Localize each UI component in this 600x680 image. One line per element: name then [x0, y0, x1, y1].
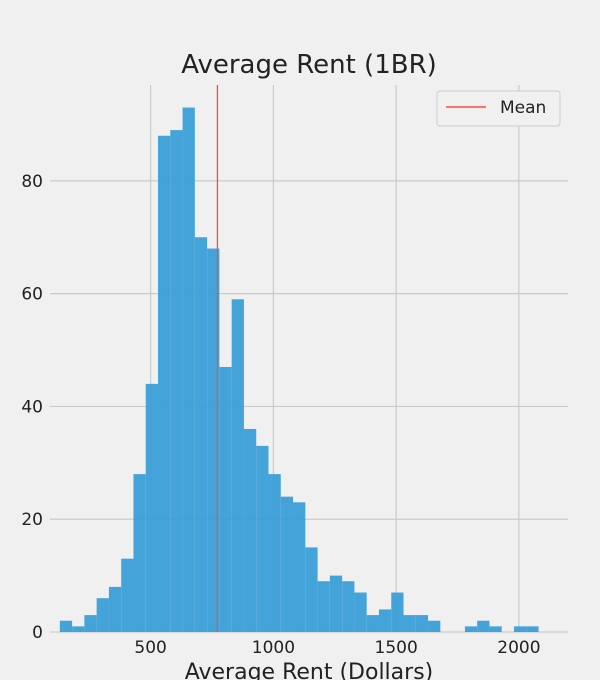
- chart-title: Average Rent (1BR): [181, 50, 437, 80]
- histogram-bar: [513, 626, 527, 632]
- x-axis-label: Average Rent (Dollars): [185, 660, 434, 680]
- histogram-bar: [243, 428, 257, 632]
- legend-box: [436, 90, 561, 127]
- x-tick-label: 500: [134, 638, 166, 658]
- y-tick-label: 0: [32, 623, 43, 643]
- legend: Mean: [436, 90, 561, 127]
- histogram-bar: [182, 107, 195, 632]
- histogram-bar: [526, 626, 539, 632]
- histogram-bar: [305, 547, 318, 632]
- histogram-bar: [170, 130, 183, 632]
- histogram-bar: [464, 626, 478, 632]
- histogram-bar: [145, 383, 159, 632]
- histogram-bar: [194, 237, 208, 632]
- x-tick-label: 2000: [497, 638, 540, 658]
- y-tick-label: 80: [21, 172, 43, 192]
- histogram-bar: [121, 558, 134, 632]
- y-tick-label: 20: [21, 510, 43, 530]
- histogram-bar: [415, 615, 429, 632]
- histogram-bar: [403, 615, 416, 632]
- histogram-bar: [108, 586, 122, 632]
- histogram-bars: [59, 107, 539, 633]
- histogram-bar: [231, 299, 244, 632]
- histogram-bar: [280, 496, 294, 632]
- histogram-bar: [342, 581, 355, 632]
- histogram-bar: [72, 626, 85, 632]
- histogram-bar: [96, 598, 109, 632]
- histogram-bar: [158, 135, 171, 633]
- y-tick-label: 60: [21, 285, 43, 305]
- y-tick-label: 40: [21, 397, 43, 417]
- histogram-bar: [256, 445, 269, 632]
- histogram-bar: [293, 502, 306, 632]
- histogram-bar: [366, 615, 379, 632]
- histogram-bar: [329, 575, 343, 632]
- histogram-bar: [391, 592, 404, 632]
- histogram-bar: [219, 366, 232, 632]
- histogram-bar: [378, 609, 392, 632]
- histogram-bar: [489, 626, 502, 632]
- legend-mean-label: Mean: [500, 98, 546, 118]
- x-tick-label: 1000: [252, 638, 295, 658]
- histogram-bar: [59, 620, 73, 632]
- histogram-bar: [133, 474, 146, 632]
- histogram-bar: [317, 581, 330, 632]
- histogram-bar: [354, 592, 367, 632]
- histogram-bar: [268, 474, 281, 632]
- histogram-bar: [428, 620, 441, 632]
- histogram-bar: [84, 615, 97, 632]
- x-tick-label: 1500: [375, 638, 418, 658]
- histogram-bar: [477, 620, 490, 632]
- tick-labels: 0 20 40 60 80 500 1000 1500 2000: [21, 172, 540, 658]
- histogram-bar: [207, 248, 220, 633]
